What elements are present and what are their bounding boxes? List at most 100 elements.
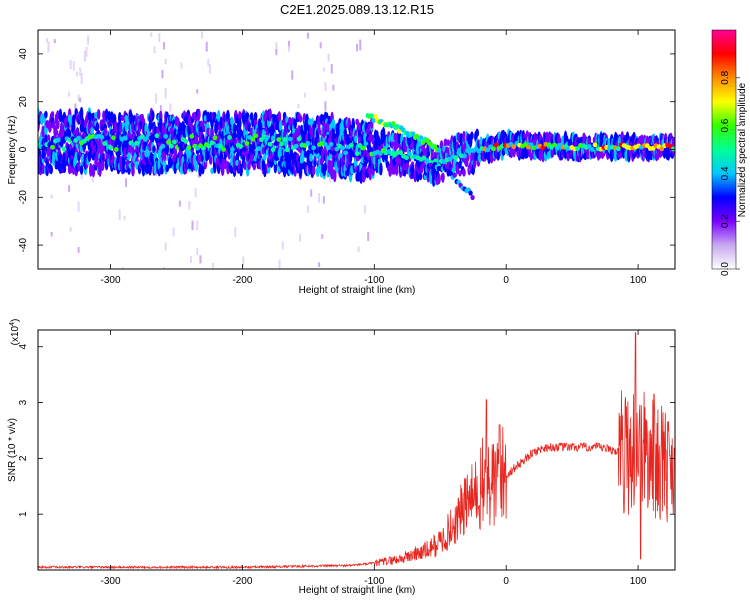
heatmap-noise-cell xyxy=(153,46,156,54)
heatmap-cell xyxy=(263,163,267,178)
heatmap-core-cell xyxy=(592,142,598,148)
heatmap-core-cell xyxy=(221,147,227,152)
heatmap-core-cell xyxy=(142,137,148,142)
heatmap-noise-cell xyxy=(310,189,313,197)
heatmap-cell xyxy=(153,125,158,133)
heatmap-cell xyxy=(298,114,303,123)
heatmap-cell xyxy=(55,110,60,121)
heatmap-core-cell xyxy=(273,141,279,146)
heatmap-cell xyxy=(458,170,462,177)
snr-y-tick-label: 1 xyxy=(18,511,29,517)
heatmap-noise-cell xyxy=(121,267,124,269)
heatmap-noise-cell xyxy=(77,94,80,102)
heatmap-cell xyxy=(311,165,316,176)
heatmap-noise-cell xyxy=(77,201,80,212)
heatmap-core-cell xyxy=(659,146,665,152)
heatmap-noise-cell xyxy=(199,255,202,264)
heatmap-cell xyxy=(44,110,48,119)
heatmap-core-cell xyxy=(305,140,311,146)
heatmap-cell xyxy=(252,163,257,171)
heatmap-core-cell xyxy=(116,140,122,146)
colorbar-tick-label: 0.0 xyxy=(720,262,731,276)
heatmap-core-cell xyxy=(296,136,302,142)
heatmap-core-cell xyxy=(671,146,675,152)
heatmap-core-cell xyxy=(122,135,128,141)
heatmap-noise-cell xyxy=(275,48,278,56)
heatmap-core-cell xyxy=(200,145,206,151)
heatmap-core-cell xyxy=(183,138,189,144)
heatmap-cell xyxy=(418,172,423,181)
heatmap-core-cell xyxy=(241,146,247,152)
heatmap-core-cell xyxy=(218,143,224,149)
heatmap-cell xyxy=(381,126,386,141)
heatmap-noise-cell xyxy=(364,205,367,214)
heatmap-noise-cell xyxy=(158,32,161,43)
heatmap-noise-cell xyxy=(307,205,310,213)
snr-x-tick-label: 100 xyxy=(630,576,647,587)
heatmap-branch-cell xyxy=(371,117,376,123)
heatmap-cell xyxy=(117,111,122,124)
heatmap-cell xyxy=(194,161,199,173)
heatmap-cell xyxy=(198,162,203,177)
heatmap-core-cell xyxy=(366,144,372,150)
spectrogram-x-label: Height of straight line (km) xyxy=(299,285,416,296)
heatmap-cell xyxy=(152,145,156,154)
heatmap-noise-cell xyxy=(189,255,192,263)
heatmap-cell xyxy=(131,164,135,177)
heatmap-core-cell xyxy=(113,147,119,152)
colorbar-gradient xyxy=(712,30,736,269)
heatmap-cell xyxy=(348,150,353,164)
heatmap-branch-cell xyxy=(373,113,378,120)
heatmap-cell xyxy=(394,165,399,176)
heatmap-noise-cell xyxy=(87,35,90,45)
heatmap-core-cell xyxy=(166,139,171,145)
heatmap-noise-cell xyxy=(74,118,77,129)
heatmap-cell xyxy=(323,162,328,172)
heatmap-core-cell xyxy=(134,140,140,146)
heatmap-cell xyxy=(277,111,282,123)
heatmap-noise-cell xyxy=(322,196,325,204)
heatmap-core-cell xyxy=(279,141,285,147)
heatmap-core-cell xyxy=(511,144,517,150)
colorbar: 0.0 0.2 0.4 0.6 0.8 Normalized spectral ampl… xyxy=(711,29,748,276)
snr-y-tick-label: 4 xyxy=(18,344,29,350)
heatmap-noise-cell xyxy=(299,234,302,242)
heatmap-noise-cell xyxy=(356,43,359,52)
spectrogram-y-tick-label: 0 xyxy=(18,146,29,152)
heatmap-core-cell xyxy=(186,145,192,151)
heatmap-cell xyxy=(303,150,308,158)
heatmap-core-cell xyxy=(406,151,412,157)
heatmap-noise-cell xyxy=(79,97,82,103)
heatmap-cell xyxy=(95,121,100,133)
heatmap-cell xyxy=(379,162,383,176)
heatmap-noise-cell xyxy=(194,188,197,198)
heatmap-core-cell xyxy=(171,139,177,145)
heatmap-core-cell xyxy=(540,145,546,151)
colorbar-label: Normalized spectral amplitude xyxy=(737,82,748,217)
heatmap-core-cell xyxy=(163,133,169,139)
heatmap-core-cell xyxy=(528,142,534,148)
heatmap-cell xyxy=(235,159,239,167)
heatmap-cell xyxy=(426,150,431,157)
snr-series-line xyxy=(38,332,675,570)
heatmap-core-cell xyxy=(209,140,215,146)
heatmap-cell xyxy=(88,162,93,177)
heatmap-branch-cell xyxy=(436,147,442,153)
heatmap-cell xyxy=(313,160,317,167)
heatmap-cell xyxy=(165,142,170,156)
heatmap-core-cell xyxy=(398,150,404,155)
heatmap-cell xyxy=(79,106,84,121)
heatmap-core-cell xyxy=(282,137,288,142)
heatmap-core-cell xyxy=(404,155,409,161)
heatmap-core-cell xyxy=(212,135,218,141)
heatmap-core-cell xyxy=(293,143,299,149)
heatmap-cell xyxy=(194,133,199,145)
heatmap-noise-cell xyxy=(164,87,167,99)
heatmap-cell xyxy=(100,159,105,172)
heatmap-cell xyxy=(197,108,201,121)
heatmap-noise-cell xyxy=(327,53,330,62)
heatmap-noise-cell xyxy=(161,69,164,79)
heatmap-cell xyxy=(160,166,164,175)
